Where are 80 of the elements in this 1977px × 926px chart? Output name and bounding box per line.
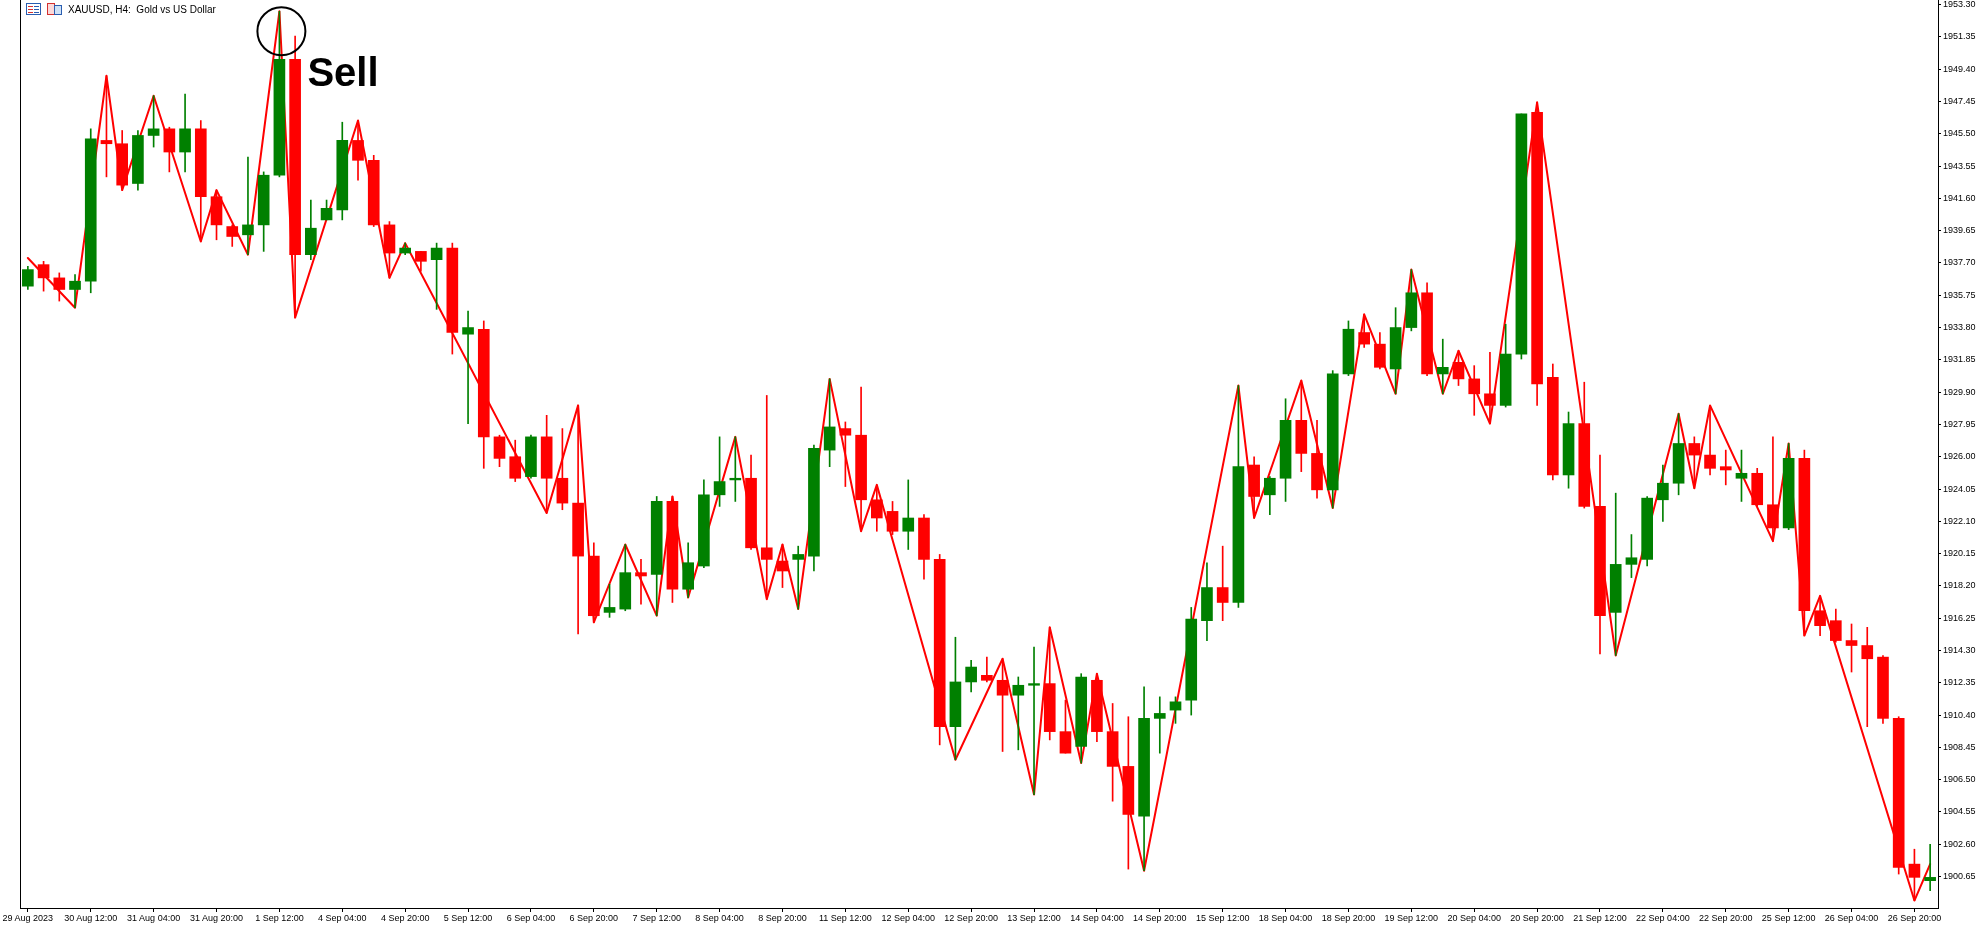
x-tick-label: 14 Sep 04:00 <box>1070 912 1124 923</box>
y-tick-label: 1906.50 <box>1943 774 1976 785</box>
chart-title: XAUUSD, H4: Gold vs US Dollar <box>68 3 217 15</box>
y-tick-label: 1931.85 <box>1943 354 1976 365</box>
x-tick-label: 6 Sep 04:00 <box>506 912 556 923</box>
y-tick-label: 1904.55 <box>1943 806 1976 817</box>
x-tick-label: 8 Sep 20:00 <box>758 912 807 923</box>
y-tick-label: 1935.75 <box>1943 289 1976 300</box>
x-tick-label: 21 Sep 12:00 <box>1573 912 1627 923</box>
x-tick-label: 29 Aug 2023 <box>2 912 54 923</box>
y-tick-label: 1908.45 <box>1943 741 1976 752</box>
y-tick-label: 1945.50 <box>1943 128 1976 139</box>
y-tick-label: 1933.80 <box>1943 322 1976 333</box>
x-tick-label: 20 Sep 04:00 <box>1447 912 1501 923</box>
y-tick-label: 1918.20 <box>1943 580 1976 591</box>
candlestick <box>1436 338 1449 395</box>
candlestick <box>1861 626 1874 727</box>
y-tick-label: 1922.10 <box>1943 515 1976 526</box>
x-tick-label: 13 Sep 12:00 <box>1007 912 1061 923</box>
candlestick <box>462 310 474 424</box>
y-tick-label: 1912.35 <box>1943 677 1976 688</box>
candlestick <box>1028 646 1040 795</box>
x-tick-label: 5 Sep 12:00 <box>443 912 493 923</box>
candlestick <box>635 559 647 605</box>
x-tick-label: 18 Sep 20:00 <box>1321 912 1376 923</box>
candlestick <box>1924 843 1936 891</box>
x-tick-label: 1 Sep 12:00 <box>255 912 304 923</box>
candlestick <box>902 479 915 550</box>
y-tick-label: 1902.60 <box>1943 838 1976 849</box>
x-tick-label: 25 Sep 12:00 <box>1761 912 1816 923</box>
annotation: Sell <box>307 50 379 95</box>
x-tick-label: 6 Sep 20:00 <box>569 912 619 923</box>
x-tick-label: 15 Sep 12:00 <box>1195 912 1250 923</box>
x-tick-label: 20 Sep 20:00 <box>1510 912 1564 923</box>
y-tick-label: 1916.25 <box>1943 612 1976 623</box>
y-tick-label: 1943.55 <box>1943 160 1976 171</box>
x-tick-label: 26 Sep 04:00 <box>1824 912 1879 923</box>
candlestick <box>1719 449 1732 486</box>
x-tick-label: 22 Sep 04:00 <box>1636 912 1690 923</box>
candlestick <box>981 656 993 683</box>
x-tick-label: 12 Sep 04:00 <box>881 912 936 923</box>
candlestick <box>242 156 254 256</box>
candlestick <box>1688 436 1701 489</box>
x-tick-label: 31 Aug 04:00 <box>127 912 181 923</box>
candlestick <box>792 545 805 610</box>
y-tick-label: 1910.40 <box>1943 709 1976 720</box>
y-tick-label: 1939.65 <box>1943 225 1976 236</box>
candlestick <box>1153 696 1166 754</box>
y-tick-label: 1947.45 <box>1943 96 1976 106</box>
x-tick-label: 8 Sep 04:00 <box>695 912 744 923</box>
y-tick-label: 1920.15 <box>1943 548 1976 559</box>
x-tick-label: 26 Sep 20:00 <box>1887 912 1942 923</box>
x-tick-label: 11 Sep 12:00 <box>818 912 872 923</box>
x-tick-label: 31 Aug 20:00 <box>189 912 244 923</box>
x-tick-label: 4 Sep 20:00 <box>380 912 430 923</box>
y-tick-label: 1900.65 <box>1943 871 1976 882</box>
x-tick-label: 4 Sep 04:00 <box>318 912 367 923</box>
candlestick <box>1012 676 1025 751</box>
y-tick-label: 1927.95 <box>1943 418 1976 429</box>
candlestick <box>1484 352 1496 424</box>
y-tick-label: 1937.70 <box>1943 257 1976 268</box>
x-tick-label: 14 Sep 20:00 <box>1133 912 1187 923</box>
candlestick <box>1767 436 1779 542</box>
x-tick-label: 30 Aug 12:00 <box>64 912 118 923</box>
x-tick-label: 22 Sep 20:00 <box>1698 912 1753 923</box>
candlestick <box>760 395 773 600</box>
x-tick-label: 18 Sep 04:00 <box>1258 912 1313 923</box>
y-tick-label: 1953.30 <box>1943 0 1976 10</box>
y-tick-label: 1924.05 <box>1943 483 1976 494</box>
y-tick-label: 1929.90 <box>1943 386 1976 397</box>
candlestick <box>1216 545 1229 622</box>
y-tick-label: 1914.30 <box>1943 644 1976 655</box>
y-tick-label: 1951.35 <box>1943 31 1976 42</box>
x-tick-label: 19 Sep 12:00 <box>1384 912 1439 923</box>
candlestick <box>1704 405 1716 476</box>
y-tick-label: 1926.00 <box>1943 451 1976 462</box>
x-tick-label: 12 Sep 20:00 <box>944 912 998 923</box>
x-tick-label: 7 Sep 12:00 <box>632 912 681 923</box>
y-tick-label: 1949.40 <box>1943 63 1976 74</box>
y-tick-label: 1941.60 <box>1943 192 1976 203</box>
